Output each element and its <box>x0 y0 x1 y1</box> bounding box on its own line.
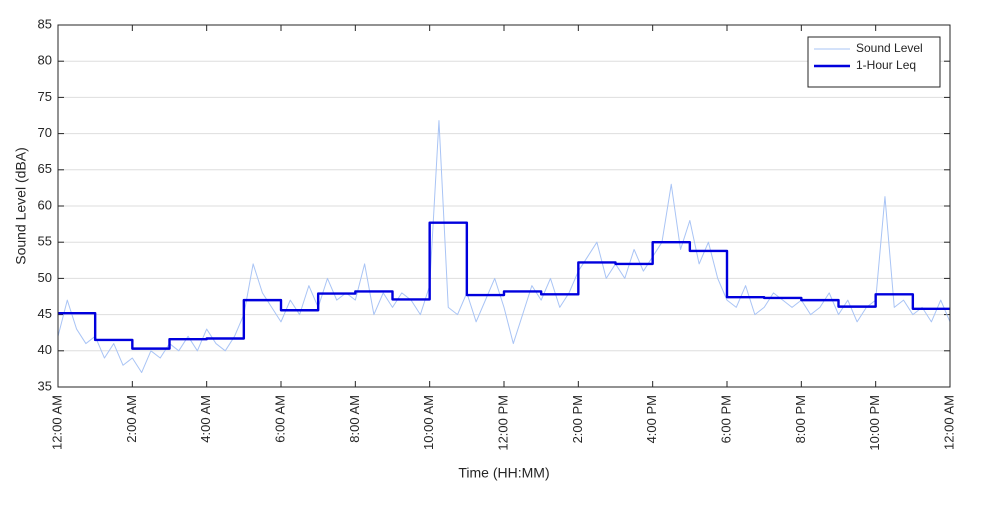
data-line <box>58 221 950 350</box>
y-tick-label: 40 <box>38 342 52 357</box>
y-tick-label: 80 <box>38 53 52 68</box>
x-tick-label: 8:00 PM <box>793 395 808 443</box>
legend-box <box>807 36 941 88</box>
x-tick-label: 12:00 AM <box>941 395 956 450</box>
y-tick-label: 65 <box>38 161 52 176</box>
x-tick-label: 2:00 AM <box>124 395 139 443</box>
x-tick-label: 6:00 PM <box>718 395 733 443</box>
plot-frame <box>57 24 951 388</box>
x-axis-label: Time (HH:MM) <box>458 465 549 481</box>
x-tick-label: 4:00 AM <box>198 395 213 443</box>
legend-label: 1-Hour Leq <box>856 58 916 72</box>
x-tick-label: 8:00 AM <box>347 395 362 443</box>
x-tick-label: 10:00 AM <box>421 395 436 450</box>
x-tick-label: 10:00 PM <box>867 395 882 451</box>
y-tick-label: 35 <box>38 378 52 393</box>
x-tick-label: 12:00 PM <box>495 395 510 451</box>
y-tick-label: 55 <box>38 234 52 249</box>
y-tick-label: 70 <box>38 125 52 140</box>
y-tick-label: 75 <box>38 89 52 104</box>
x-tick-label: 4:00 PM <box>644 395 659 443</box>
y-tick-label: 60 <box>38 197 52 212</box>
legend-label: Sound Level <box>856 41 923 55</box>
x-tick-label: 2:00 PM <box>570 395 585 443</box>
x-tick-label: 12:00 AM <box>49 395 64 450</box>
x-tick-label: 6:00 AM <box>272 395 287 443</box>
y-tick-label: 50 <box>38 270 52 285</box>
y-tick-label: 85 <box>38 16 52 31</box>
y-axis-label: Sound Level (dBA) <box>13 147 29 265</box>
y-tick-label: 45 <box>38 306 52 321</box>
